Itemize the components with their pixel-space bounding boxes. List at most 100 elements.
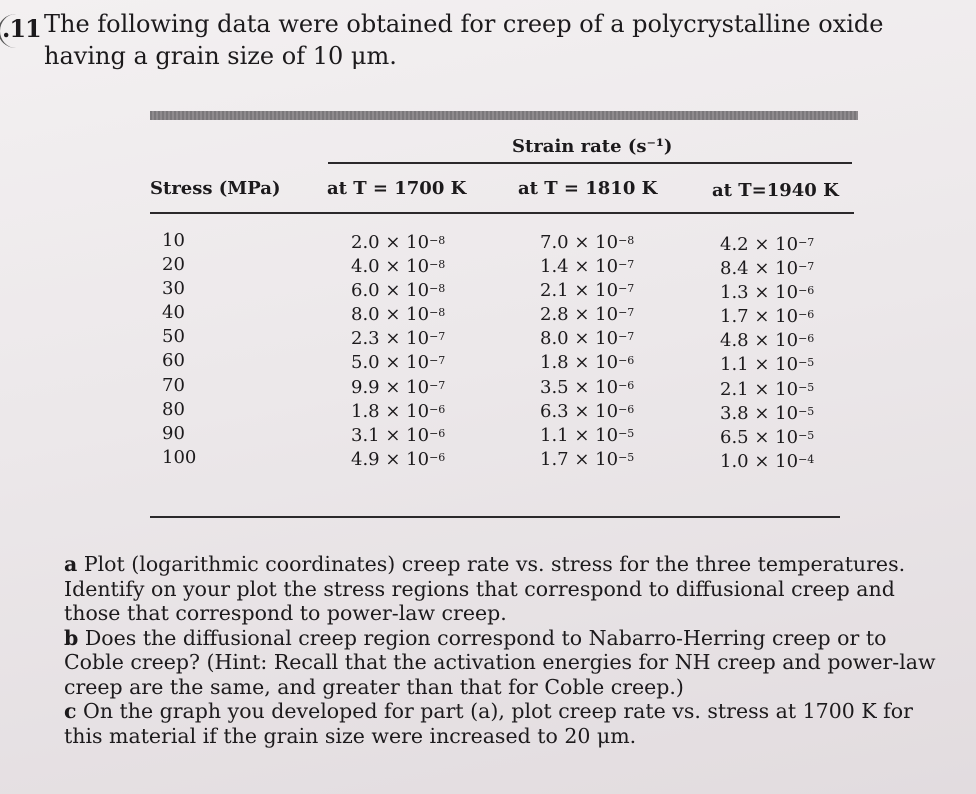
group-header-rule: [328, 162, 852, 164]
question-letter: b: [64, 625, 79, 650]
mantissa: 2.1 × 10: [540, 280, 619, 302]
mantissa: 3.5 × 10: [540, 376, 619, 398]
mantissa: 1.1 × 10: [720, 354, 799, 376]
mantissa: 1.0 × 10: [720, 450, 799, 472]
problem-intro: The following data were obtained for cre…: [44, 10, 884, 70]
question-a: a Plot (logarithmic coordinates) creep r…: [64, 552, 944, 626]
exponent: −5: [798, 356, 815, 370]
mantissa: 1.4 × 10: [540, 256, 619, 278]
mantissa: 8.0 × 10: [351, 304, 430, 326]
strain-rate-cell-1700: 2.0 × 10−8: [351, 231, 445, 255]
exponent: −7: [798, 236, 815, 249]
strain-rate-cell-1700: 9.9 × 10−7: [351, 376, 445, 400]
strain-rate-cell-1700: 3.1 × 10−6: [351, 424, 445, 448]
mantissa: 2.3 × 10: [351, 328, 430, 350]
strain-rate-cell-1700: 8.0 × 10−8: [351, 303, 445, 327]
mantissa: 1.8 × 10: [351, 400, 430, 422]
header-bottom-rule: [150, 212, 854, 214]
col-header-stress: Stress (MPa): [150, 178, 281, 199]
strain-rate-cell-1810: 7.0 × 10−8: [540, 231, 634, 255]
mantissa: 6.5 × 10: [720, 426, 799, 448]
mantissa: 1.8 × 10: [540, 352, 619, 374]
strain-rate-cell-1810: 1.4 × 10−7: [540, 255, 634, 279]
exponent: −6: [618, 354, 635, 368]
question-text: On the graph you developed for part (a),…: [64, 699, 913, 748]
stress-cell: 80: [162, 398, 185, 420]
mantissa: 6.3 × 10: [540, 400, 619, 422]
stress-cell: 10: [162, 230, 185, 251]
exponent: −6: [618, 402, 635, 416]
mantissa: 1.7 × 10: [720, 306, 799, 328]
question-b: b Does the diffusional creep region corr…: [64, 626, 944, 700]
stress-cell: 90: [162, 422, 185, 444]
strain-rate-cell-1810: 2.8 × 10−7: [540, 303, 634, 327]
exponent: −6: [798, 308, 815, 322]
exponent: −7: [618, 282, 635, 296]
strain-rate-cell-1700: 5.0 × 10−7: [351, 351, 445, 375]
strain-rate-cell-1810: 6.3 × 10−6: [540, 400, 634, 424]
stress-cell: 100: [162, 446, 197, 468]
stress-cell: 30: [162, 278, 185, 300]
exponent: −6: [798, 284, 815, 298]
stress-cell: 50: [162, 326, 185, 348]
mantissa: 2.0 × 10: [351, 232, 430, 253]
mantissa: 3.1 × 10: [351, 424, 430, 446]
exponent: −8: [618, 234, 635, 247]
exponent: −6: [429, 450, 446, 464]
strain-rate-cell-1810: 1.7 × 10−5: [540, 448, 634, 472]
question-letter: a: [64, 552, 78, 576]
strain-rate-cell-1940: 2.1 × 10−5: [720, 378, 814, 402]
stress-column: 10 20 30 40 50 60 70 80 90 100: [162, 229, 202, 470]
mantissa: 4.9 × 10: [351, 448, 430, 470]
exponent: −7: [429, 330, 446, 344]
mantissa: 3.8 × 10: [720, 402, 799, 424]
strain-rate-cell-1810: 3.5 × 10−6: [540, 376, 634, 400]
exponent: −5: [798, 380, 815, 394]
stress-cell: 20: [162, 254, 185, 276]
mantissa: 4.8 × 10: [720, 330, 799, 352]
question-c: c On the graph you developed for part (a…: [64, 699, 944, 748]
exponent: −5: [618, 426, 635, 440]
question-letter: c: [64, 699, 77, 723]
strain-rate-cell-1810: 2.1 × 10−7: [540, 279, 634, 303]
question-list: a Plot (logarithmic coordinates) creep r…: [64, 552, 944, 748]
stress-cell: 60: [162, 350, 185, 372]
strain-rate-cell-1940: 6.5 × 10−5: [720, 426, 814, 450]
strain-rate-1940-column: 4.2 × 10−7 8.4 × 10−7 1.3 × 10−6 1.7 × 10−6…: [720, 233, 814, 474]
mantissa: 4.0 × 10: [351, 256, 430, 278]
exponent: −6: [429, 402, 446, 416]
mantissa: 8.0 × 10: [540, 328, 619, 350]
mantissa: 2.8 × 10: [540, 304, 619, 326]
exponent: −8: [429, 258, 446, 272]
exponent: −6: [429, 426, 446, 440]
strain-rate-cell-1700: 1.8 × 10−6: [351, 400, 445, 424]
strain-rate-cell-1940: 3.8 × 10−5: [720, 402, 814, 426]
question-text: Plot (logarithmic coordinates) creep rat…: [64, 552, 906, 625]
question-text: Does the diffusional creep region corres…: [64, 625, 936, 699]
strain-rate-cell-1940: 1.0 × 10−4: [720, 450, 814, 474]
mantissa: 6.0 × 10: [351, 280, 430, 302]
strain-rate-group-header: Strain rate (s⁻¹): [512, 136, 673, 157]
strain-rate-cell-1700: 6.0 × 10−8: [351, 279, 445, 303]
exponent: −7: [618, 258, 635, 272]
col-header-1940: at T=1940 K: [712, 180, 839, 201]
strain-rate-1810-column: 7.0 × 10−8 1.4 × 10−7 2.1 × 10−7 2.8 × 10−7…: [540, 231, 634, 472]
strain-rate-cell-1700: 4.9 × 10−6: [351, 448, 445, 472]
strain-rate-1700-column: 2.0 × 10−8 4.0 × 10−8 6.0 × 10−8 8.0 × 10−8…: [351, 231, 445, 472]
strain-rate-cell-1940: 1.7 × 10−6: [720, 305, 814, 329]
exponent: −7: [429, 378, 446, 392]
exponent: −5: [798, 428, 815, 442]
strain-rate-cell-1940: 4.2 × 10−7: [720, 233, 814, 257]
exponent: −7: [429, 354, 446, 368]
mantissa: 9.9 × 10: [351, 376, 430, 398]
strain-rate-cell-1810: 1.8 × 10−6: [540, 351, 634, 375]
exponent: −7: [618, 306, 635, 320]
stress-cell: 70: [162, 374, 185, 396]
strain-rate-cell-1700: 2.3 × 10−7: [351, 327, 445, 351]
exponent: −4: [798, 452, 815, 466]
mantissa: 7.0 × 10: [540, 232, 619, 253]
stress-cell: 40: [162, 302, 185, 324]
mantissa: 2.1 × 10: [720, 378, 799, 400]
strain-rate-cell-1940: 4.8 × 10−6: [720, 329, 814, 353]
problem-number: .11: [2, 14, 42, 43]
